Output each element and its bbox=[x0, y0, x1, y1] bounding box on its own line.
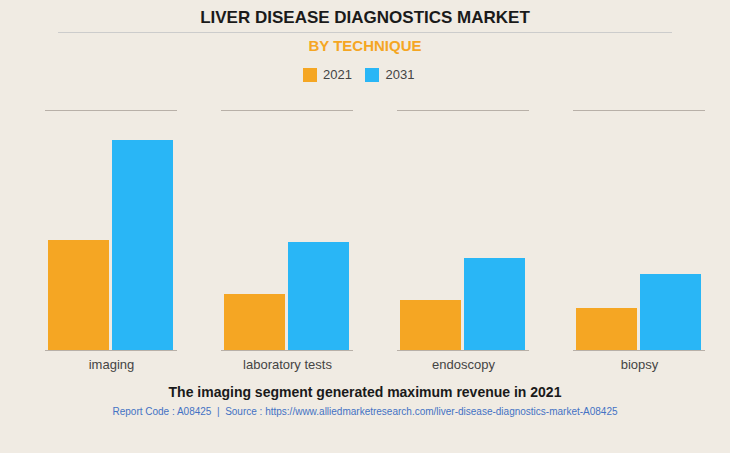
html-text:The imaging segment generated: The imaging segment generated maximum re… bbox=[168, 383, 562, 400]
svg-text:imaging: imaging bbox=[89, 356, 135, 371]
html-text:Report Code : A08425 | Source: Report Code : A08425 | Source : https://… bbox=[112, 405, 618, 417]
svg-text:endoscopy: endoscopy bbox=[432, 356, 495, 371]
html-text:2031: 2031 bbox=[385, 67, 415, 82]
svg-text:laboratory tests: laboratory tests bbox=[243, 356, 332, 371]
svg-text:biopsy: biopsy bbox=[621, 356, 659, 371]
html-text:LIVER DISEASE DIAGNOSTICS MARK: LIVER DISEASE DIAGNOSTICS MARKET bbox=[200, 8, 530, 27]
html-text:BY TECHNIQUE: BY TECHNIQUE bbox=[308, 37, 422, 54]
html-text:2021: 2021 bbox=[323, 67, 352, 82]
